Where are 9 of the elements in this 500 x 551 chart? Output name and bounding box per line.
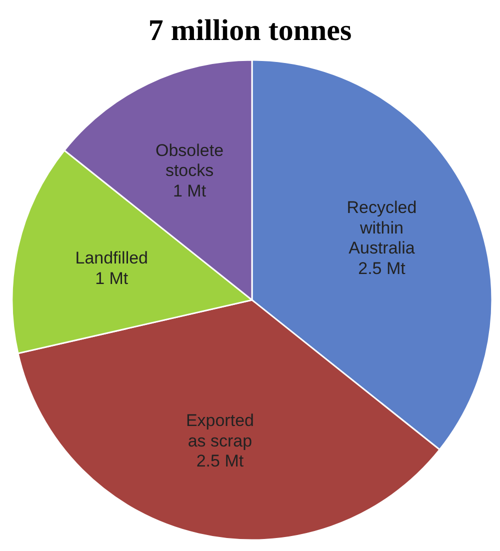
slice-label: Exported as scrap [186, 410, 254, 450]
slice-label: Landfilled [75, 248, 148, 268]
data-label: 1 Mt [172, 182, 206, 201]
slice-label: Obsolete stocks [155, 140, 224, 180]
chart-title: 7 million tonnes [148, 14, 352, 47]
data-label: 2.5 Mt [358, 259, 406, 278]
data-label: 1 Mt [95, 269, 128, 288]
slice-label: Recycled within Australia [346, 198, 417, 258]
data-label: 2.5 Mt [196, 452, 244, 471]
